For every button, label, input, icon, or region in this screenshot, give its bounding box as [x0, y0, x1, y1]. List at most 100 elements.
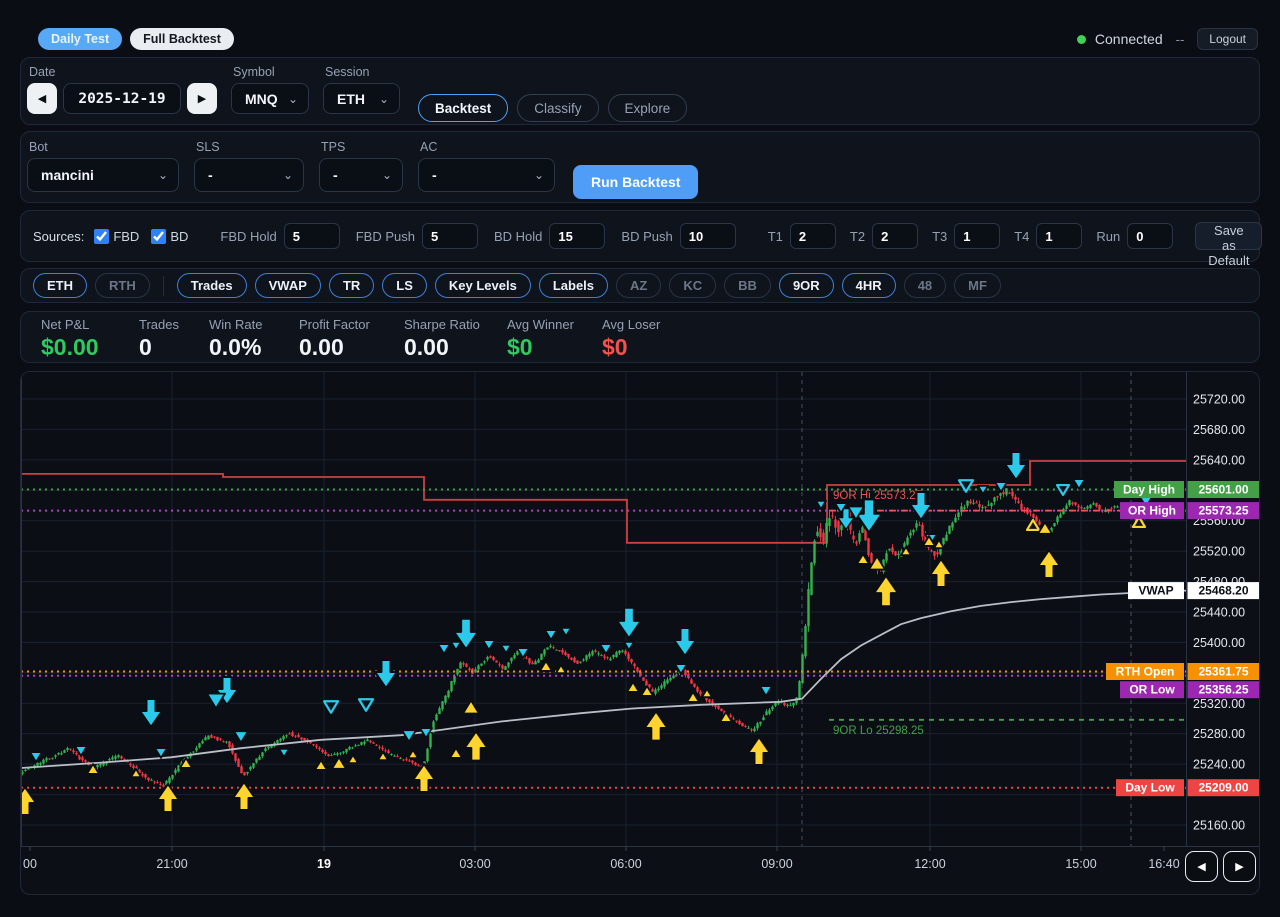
price-tag-vwap: VWAP 25468.20 — [1128, 582, 1259, 600]
sell-signal-arrow-icon — [452, 617, 480, 651]
sell-signal-arrow-icon — [215, 676, 239, 706]
field-label: T4 — [1014, 228, 1030, 244]
stat-trades: Trades 0 — [139, 317, 209, 362]
sell-triangle-icon — [322, 700, 340, 714]
tps-select[interactable]: - ⌄ — [319, 158, 403, 192]
plot-background — [21, 372, 1186, 846]
bot-select[interactable]: mancini ⌄ — [27, 158, 179, 192]
chip-eth[interactable]: ETH — [33, 273, 87, 298]
stat-value: $0 — [602, 334, 628, 360]
buy-triangle-icon — [179, 757, 193, 769]
chip-trades[interactable]: Trades — [176, 273, 247, 298]
buy-triangle-icon — [626, 681, 640, 693]
sls-group: SLS - ⌄ — [194, 140, 304, 202]
field-input[interactable] — [954, 223, 1001, 249]
svg-text:RTH Open: RTH Open — [1116, 665, 1175, 679]
next-day-button[interactable]: ▶ — [187, 83, 217, 114]
date-toolbar: Date ◀ ▶ Symbol MNQ ⌄ Session ETH ⌄ Back… — [20, 57, 1260, 125]
sell-triangle-icon — [357, 698, 375, 712]
sls-select[interactable]: - ⌄ — [194, 158, 304, 192]
field-input[interactable] — [549, 223, 606, 249]
bot-group: Bot mancini ⌄ — [27, 140, 179, 202]
chip-bb[interactable]: BB — [724, 273, 771, 298]
stat-avg-winner: Avg Winner $0 — [507, 317, 602, 362]
sell-triangle-icon — [29, 751, 43, 763]
buy-triangle-icon — [555, 664, 567, 674]
view-tab-daily-test[interactable]: Daily Test — [38, 28, 123, 50]
sell-triangle-icon — [500, 644, 512, 654]
chip-mf[interactable]: MF — [954, 273, 1001, 298]
chip-tr[interactable]: TR — [328, 273, 375, 298]
chip-kc[interactable]: KC — [669, 273, 717, 298]
price-chart[interactable]: 9OR Hi 25573.25 9OR Lo 25298.25 25720.00 25… — [21, 372, 1260, 895]
chip-group: ETH RTH — [33, 273, 150, 298]
svg-text:25440.00: 25440.00 — [1193, 606, 1245, 620]
ac-select[interactable]: - ⌄ — [418, 158, 555, 192]
field-input[interactable] — [1036, 223, 1083, 249]
source-checkbox-fbd[interactable]: FBD — [94, 228, 139, 244]
field-input[interactable] — [679, 223, 736, 249]
svg-text:16:40: 16:40 — [1148, 857, 1179, 871]
chevron-down-icon: ⌄ — [287, 91, 298, 106]
chip-az[interactable]: AZ — [616, 273, 662, 298]
chart-pan-left-button[interactable]: ◀ — [1185, 851, 1218, 882]
chips-toolbar: ETH RTH Trades VWAP TR LS Key Levels Labels AZ KC… — [20, 268, 1260, 303]
mode-classify[interactable]: Classify — [517, 94, 599, 122]
sell-triangle-icon — [419, 727, 433, 739]
svg-text:9OR Hi 25573.25: 9OR Hi 25573.25 — [833, 490, 922, 502]
field-label: T3 — [932, 228, 948, 244]
field-input[interactable] — [872, 223, 919, 249]
date-label: Date — [29, 65, 56, 79]
chip-vwap[interactable]: VWAP — [254, 273, 321, 298]
chip-48[interactable]: 48 — [903, 273, 947, 298]
save-as-default-button[interactable]: Save as Default — [1195, 222, 1263, 268]
chevron-down-icon: ⌄ — [378, 91, 389, 106]
sell-triangle-icon — [278, 748, 290, 758]
field-input[interactable] — [283, 223, 340, 249]
field-input[interactable] — [789, 223, 836, 249]
stat-value: $0 — [507, 334, 533, 360]
mode-explore[interactable]: Explore — [607, 94, 688, 122]
stat-profit-factor: Profit Factor 0.00 — [299, 317, 404, 362]
mode-backtest[interactable]: Backtest — [418, 94, 509, 122]
session-select[interactable]: ETH ⌄ — [323, 83, 400, 114]
stat-value: 0 — [139, 334, 152, 360]
prev-day-button[interactable]: ◀ — [27, 83, 57, 114]
symbol-select[interactable]: MNQ ⌄ — [231, 83, 309, 114]
vwap-line — [21, 589, 1187, 769]
price-tag-rth-open: RTH Open 25361.75 — [1106, 663, 1259, 680]
chip-4hr[interactable]: 4HR — [841, 273, 896, 298]
chevron-down-icon: ⌄ — [157, 168, 168, 182]
chip-rth[interactable]: RTH — [95, 273, 150, 298]
svg-text:25640.00: 25640.00 — [1193, 453, 1245, 467]
logout-button[interactable]: Logout — [1197, 28, 1258, 50]
svg-text:25280.00: 25280.00 — [1193, 727, 1245, 741]
divider — [162, 275, 164, 296]
field-input[interactable] — [1127, 223, 1174, 249]
svg-text:25400.00: 25400.00 — [1193, 636, 1245, 650]
stat-value: $0.00 — [41, 334, 99, 360]
svg-text:00: 00 — [23, 857, 37, 871]
chip-key-levels[interactable]: Key Levels — [434, 273, 531, 298]
svg-text:25160.00: 25160.00 — [1193, 819, 1245, 833]
field-input[interactable] — [421, 223, 478, 249]
mode-pills: Backtest Classify Explore — [418, 65, 688, 124]
chip-ls[interactable]: LS — [382, 273, 427, 298]
time-axis: 00 21:00 19 03:00 06:00 09:00 12:00 15:00 16:40 — [23, 846, 1180, 871]
buy-triangle-icon — [331, 756, 347, 770]
fbd-checkbox[interactable] — [94, 228, 110, 244]
buy-triangle-icon — [868, 555, 886, 571]
buy-signal-arrow-icon — [412, 763, 436, 793]
date-input[interactable] — [63, 83, 181, 114]
chip-labels[interactable]: Labels — [538, 273, 609, 298]
sell-triangle-icon — [1055, 483, 1071, 497]
view-tab-full-backtest[interactable]: Full Backtest — [130, 28, 234, 50]
chip-9or[interactable]: 9OR — [778, 273, 834, 298]
chart-pan-right-button[interactable]: ▶ — [1223, 851, 1256, 882]
source-checkbox-bd[interactable]: BD — [151, 228, 188, 244]
run-backtest-button[interactable]: Run Backtest — [573, 165, 699, 199]
sell-triangle-icon — [401, 729, 417, 743]
sell-signal-arrow-icon — [1004, 451, 1028, 481]
sell-signal-arrow-icon — [374, 659, 398, 689]
bd-checkbox[interactable] — [151, 228, 167, 244]
